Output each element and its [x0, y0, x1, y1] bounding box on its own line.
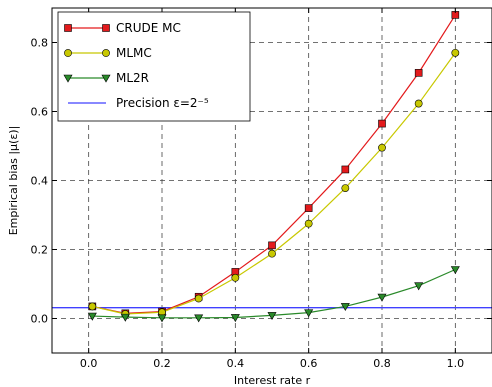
legend-marker-ml2r: [63, 74, 73, 83]
legend-marker-mlmc: [64, 49, 72, 57]
ml2r-point: [304, 309, 314, 318]
y-axis-label: Empirical bias |μ(ε)|: [7, 126, 20, 236]
legend: CRUDE MC MLMC ML2R Precision ε=2⁻⁵: [57, 11, 251, 122]
x-tick-label: 0.2: [153, 357, 171, 370]
y-tick-label: 0.4: [31, 175, 49, 188]
series-layer: [52, 11, 492, 323]
axis-ticks: 0.0 0.2 0.4 0.6 0.8 1.0 0.0 0.2 0.4 0.6 0.8: [31, 8, 492, 370]
ml2r-point: [377, 293, 387, 302]
x-tick-label: 0.4: [227, 357, 245, 370]
x-axis-label: Interest rate r: [234, 374, 311, 387]
legend-label-mlmc: MLMC: [116, 46, 152, 60]
ml2r-point: [450, 266, 460, 275]
y-tick-label: 0.2: [31, 244, 49, 257]
x-tick-label: 0.0: [80, 357, 98, 370]
crude-mc-point: [341, 165, 350, 174]
legend-label-precision-2-: Precision ε=2⁻⁵: [116, 96, 209, 110]
legend-marker-mlmc: [102, 49, 110, 57]
crude-mc-point: [378, 119, 386, 128]
mlmc-point: [451, 48, 460, 57]
crude-mc-point: [304, 204, 313, 212]
mlmc-point: [304, 219, 313, 228]
y-tick-label: 0.0: [31, 313, 49, 326]
y-tick-label: 0.6: [31, 106, 49, 119]
ml2r-point: [194, 314, 204, 323]
mlmc-point: [268, 249, 276, 258]
ml2r-point: [230, 314, 240, 323]
mlmc-point: [88, 302, 97, 311]
legend-marker-crude-mc: [64, 24, 72, 32]
mlmc-point: [231, 273, 240, 282]
ml2r-point: [120, 313, 130, 322]
legend-marker-ml2r: [101, 74, 111, 83]
mlmc-point: [378, 143, 386, 152]
ml2r-line: [92, 268, 456, 319]
ml2r-point: [414, 282, 424, 291]
crude-mc-point: [414, 69, 423, 77]
mlmc-point: [414, 99, 423, 108]
legend-label-ml2r: ML2R: [116, 71, 149, 85]
legend-label-crude-mc: CRUDE MC: [116, 21, 181, 35]
legend-marker-crude-mc: [102, 24, 110, 32]
x-tick-label: 0.8: [373, 357, 391, 370]
ml2r-point: [340, 303, 350, 312]
crude-mc-point: [268, 241, 276, 250]
y-tick-label: 0.8: [31, 37, 49, 50]
mlmc-point: [341, 184, 350, 192]
x-tick-label: 0.6: [300, 357, 318, 370]
x-tick-label: 1.0: [447, 357, 465, 370]
ml2r-point: [157, 314, 167, 323]
mlmc-point: [194, 294, 203, 303]
ml2r-point: [267, 312, 277, 320]
ml2r-point: [87, 312, 97, 321]
